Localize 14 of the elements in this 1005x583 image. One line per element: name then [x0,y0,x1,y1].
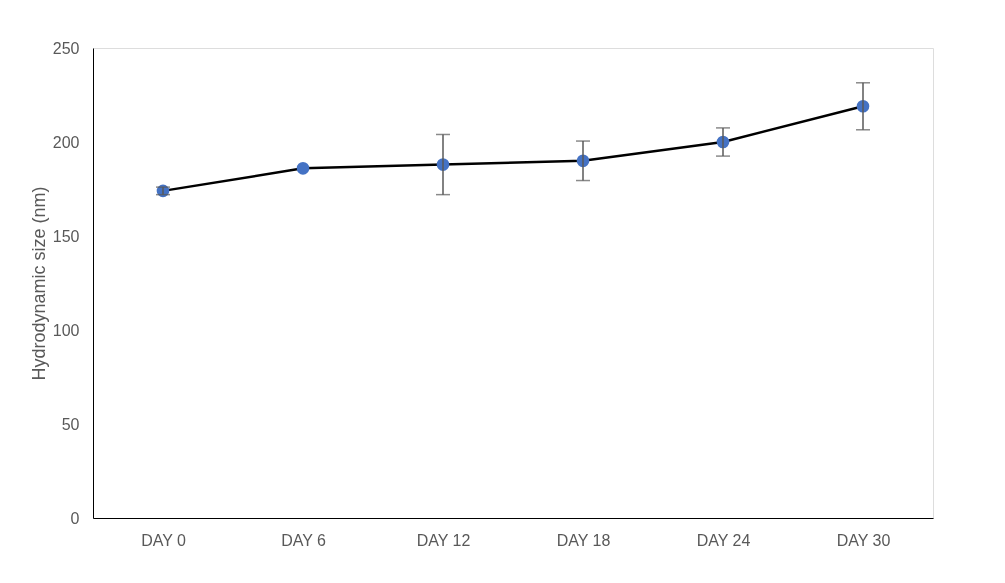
y-tick-label: 0 [70,509,80,527]
y-tick-label: 100 [52,321,80,339]
y-axis-title: Hydrodynamic size (nm) [28,186,49,381]
x-tick-label: DAY 18 [556,531,611,549]
y-tick-label: 200 [52,133,80,151]
x-tick-label: DAY 0 [141,531,186,549]
x-tick-label: DAY 12 [416,531,471,549]
y-tick-label: 250 [52,39,80,57]
x-tick-label: DAY 24 [696,531,751,549]
point [296,162,310,175]
x-tick-label: DAY 30 [836,531,891,549]
y-tick-label: 50 [61,415,80,433]
y-tick-label: 150 [52,227,80,245]
x-tick-label: DAY 6 [281,531,326,549]
